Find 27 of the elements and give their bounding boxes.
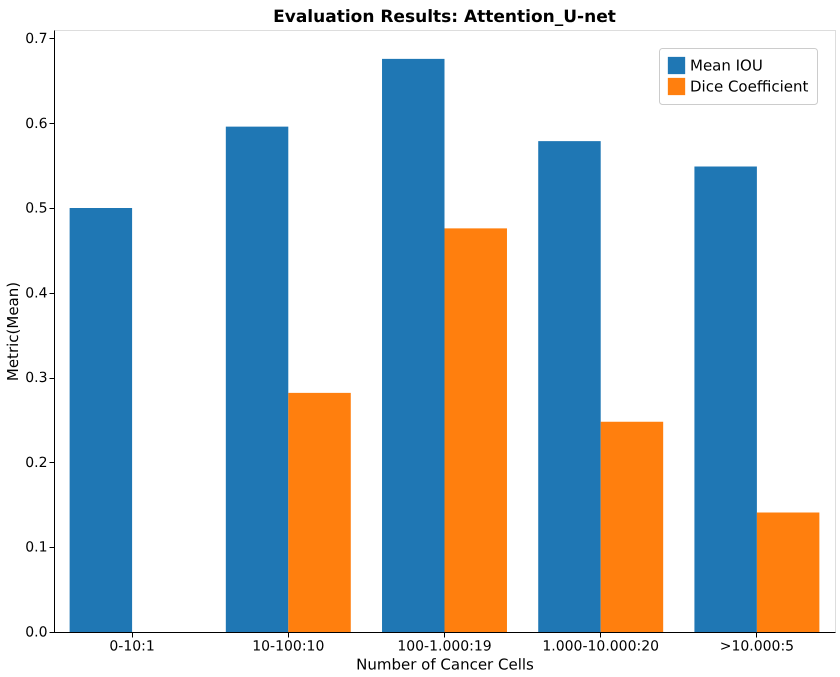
- bar: [382, 58, 444, 632]
- legend-label: Dice Coefficient: [690, 78, 808, 96]
- y-tick-label: 0.7: [25, 30, 48, 47]
- x-tick-label: >10.000:5: [720, 638, 794, 654]
- legend-label: Mean IOU: [690, 56, 763, 74]
- bar: [288, 392, 351, 632]
- x-tick-label: 1.000-10.000:20: [542, 638, 660, 654]
- bar: [538, 141, 601, 632]
- y-axis-title: Metric(Mean): [4, 282, 22, 382]
- y-tick-label: 0.2: [25, 454, 48, 471]
- x-tick-label: 10-100:10: [252, 638, 324, 654]
- chart-title: Evaluation Results: Attention_U-net: [273, 7, 616, 27]
- x-tick-label: 0-10:1: [109, 638, 155, 654]
- y-tick-label: 0.4: [25, 285, 48, 302]
- bar: [70, 208, 132, 632]
- bar: [600, 422, 664, 632]
- bar: [226, 126, 288, 632]
- y-tick-label: 0.1: [25, 540, 48, 556]
- y-tick-label: 0.5: [25, 200, 48, 217]
- bar: [444, 228, 507, 632]
- y-tick-label: 0.3: [25, 370, 48, 386]
- y-tick-label: 0.0: [25, 624, 48, 640]
- x-axis-title: Number of Cancer Cells: [356, 656, 534, 674]
- bar: [694, 166, 757, 632]
- y-tick-label: 0.6: [25, 116, 48, 132]
- x-tick-label: 100-1.000:19: [397, 638, 492, 654]
- bar: [756, 512, 820, 632]
